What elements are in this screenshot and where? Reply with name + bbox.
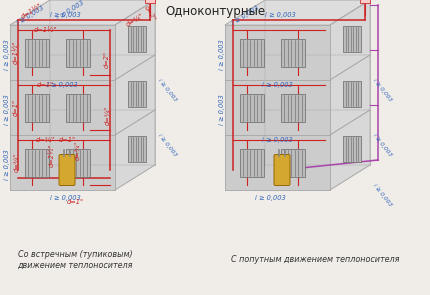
Text: i ≥ 0,003: i ≥ 0,003 <box>49 12 80 18</box>
Text: i ≥ 0,003: i ≥ 0,003 <box>264 12 295 18</box>
Text: Одноконтурные: Одноконтурные <box>165 4 265 17</box>
Text: i ≥ 0,003: i ≥ 0,003 <box>49 195 80 201</box>
Bar <box>10 135 115 190</box>
Bar <box>25 39 49 66</box>
Bar <box>128 26 146 52</box>
Text: d=1½": d=1½" <box>13 41 19 64</box>
Polygon shape <box>115 110 155 190</box>
Polygon shape <box>330 55 370 135</box>
Polygon shape <box>330 0 370 80</box>
Text: i ≥ 0,003: i ≥ 0,003 <box>261 137 292 143</box>
Text: С попутным движением теплоносителя: С попутным движением теплоносителя <box>231 255 399 264</box>
Polygon shape <box>330 110 370 190</box>
Bar <box>25 94 49 122</box>
FancyBboxPatch shape <box>59 155 75 186</box>
Text: i ≥ 0,003: i ≥ 0,003 <box>157 133 177 157</box>
FancyBboxPatch shape <box>274 155 290 186</box>
Text: Со встречным (тупиковым): Со встречным (тупиковым) <box>18 250 132 259</box>
Bar <box>128 136 146 162</box>
Bar <box>225 25 330 80</box>
Text: i ≥ 0,003: i ≥ 0,003 <box>372 133 392 157</box>
Text: d=1": d=1" <box>67 199 83 205</box>
Bar <box>240 148 264 176</box>
Text: d=1": d=1" <box>13 99 19 116</box>
Bar <box>281 148 305 176</box>
Bar <box>360 0 370 3</box>
Bar <box>128 81 146 107</box>
Text: d=2": d=2" <box>104 52 110 68</box>
Text: d=¾": d=¾" <box>104 105 110 124</box>
Text: i ≥ 0,003: i ≥ 0,003 <box>372 183 392 207</box>
Polygon shape <box>225 0 370 25</box>
Text: i ≥ 0,003: i ≥ 0,003 <box>157 78 177 102</box>
Text: i ≥ 0,003: i ≥ 0,003 <box>372 78 392 102</box>
Bar <box>66 148 90 176</box>
Text: i ≥ 0,003: i ≥ 0,003 <box>219 95 225 125</box>
Polygon shape <box>115 55 155 135</box>
Bar <box>10 80 115 135</box>
Text: i ≥ 0,003: i ≥ 0,003 <box>15 4 45 26</box>
Bar <box>240 39 264 66</box>
Text: движением теплоносителя: движением теплоносителя <box>17 261 133 270</box>
Text: i ≥ 0,003: i ≥ 0,003 <box>255 195 286 201</box>
Polygon shape <box>115 0 155 80</box>
Bar <box>343 26 361 52</box>
Text: d=2": d=2" <box>143 4 157 22</box>
Polygon shape <box>10 0 155 25</box>
Bar <box>225 80 330 135</box>
Text: d=¾": d=¾" <box>125 12 145 28</box>
Bar <box>281 39 305 66</box>
Bar <box>145 0 155 3</box>
Text: i ≥ 0,003: i ≥ 0,003 <box>261 82 292 88</box>
Text: d=1": d=1" <box>58 137 76 143</box>
Bar <box>225 135 330 190</box>
Text: i ≥ 0,003: i ≥ 0,003 <box>55 0 85 21</box>
Bar <box>343 136 361 162</box>
Text: i ≥ 0,003: i ≥ 0,003 <box>4 150 10 180</box>
Text: i ≥ 0,003: i ≥ 0,003 <box>4 95 10 125</box>
Text: i ≥ 0,003: i ≥ 0,003 <box>230 4 260 26</box>
Text: d=1½": d=1½" <box>33 27 57 33</box>
Bar <box>343 81 361 107</box>
Text: d=1½": d=1½" <box>21 2 43 20</box>
Bar <box>281 94 305 122</box>
Bar <box>10 25 115 80</box>
Bar <box>240 94 264 122</box>
Bar <box>25 148 49 176</box>
Text: d=2½": d=2½" <box>49 143 55 167</box>
Text: i ≥ 0,003: i ≥ 0,003 <box>46 82 77 88</box>
Text: d=¾": d=¾" <box>35 137 55 143</box>
Text: i ≥ 0,003: i ≥ 0,003 <box>4 40 10 71</box>
Bar <box>66 39 90 66</box>
Text: i ≥ 0,003: i ≥ 0,003 <box>219 40 225 71</box>
Bar <box>66 94 90 122</box>
Text: d=¾": d=¾" <box>13 153 19 172</box>
Text: d=¾": d=¾" <box>74 140 80 160</box>
Text: d=1": d=1" <box>37 82 53 88</box>
